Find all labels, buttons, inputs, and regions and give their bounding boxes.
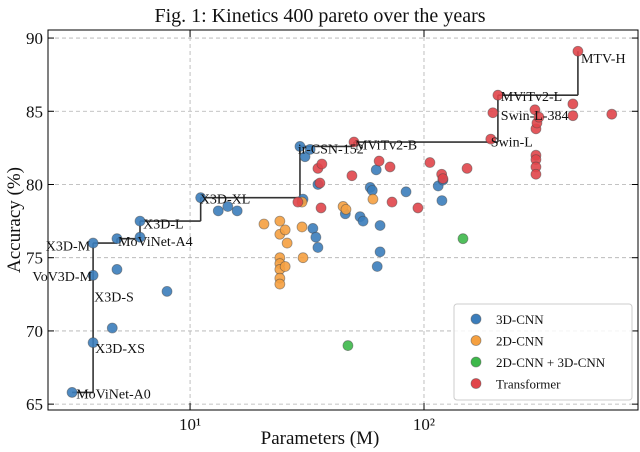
- annotation: X3D-XL: [200, 193, 251, 208]
- point: [231, 205, 243, 217]
- point: [274, 215, 286, 227]
- y-tick-label: 65: [26, 395, 43, 414]
- point: [292, 196, 304, 208]
- point: [312, 242, 324, 253]
- annotation: Swin-L-384: [501, 109, 569, 124]
- annotation: MViTv2-L: [501, 90, 562, 105]
- point: [357, 215, 369, 227]
- point: [111, 264, 123, 275]
- point: [567, 110, 579, 122]
- point: [346, 170, 358, 182]
- point: [161, 285, 173, 297]
- point: [374, 220, 386, 231]
- annotation: MTV-H: [581, 52, 626, 67]
- y-tick-label: 85: [26, 102, 43, 121]
- point: [530, 168, 542, 180]
- point: [294, 141, 306, 152]
- point: [567, 98, 579, 110]
- point: [374, 246, 386, 258]
- annotation: X3D-M: [46, 239, 91, 254]
- x-axis-label: Parameters (M): [261, 428, 380, 449]
- point: [66, 387, 78, 398]
- point: [281, 237, 293, 249]
- legend-marker: [470, 313, 482, 325]
- plot-frame: [47, 29, 639, 411]
- point: [296, 221, 308, 233]
- point: [386, 196, 398, 208]
- annotation: MViTv2-B: [355, 138, 417, 153]
- legend-marker: [470, 356, 482, 368]
- point: [348, 136, 360, 148]
- point: [316, 158, 328, 170]
- point: [457, 233, 469, 245]
- point: [572, 45, 584, 57]
- point: [412, 202, 424, 214]
- legend-marker: [470, 335, 482, 346]
- point: [314, 177, 326, 189]
- y-axis-label: Accuracy (%): [4, 167, 25, 273]
- point: [212, 205, 224, 217]
- point: [87, 237, 99, 249]
- y-tick-label: 90: [26, 29, 43, 48]
- point: [195, 192, 207, 204]
- chart-title: Fig. 1: Kinetics 400 pareto over the yea…: [154, 5, 485, 27]
- point: [111, 233, 123, 245]
- point: [400, 186, 412, 198]
- annotation: VoV3D-M: [32, 270, 92, 285]
- point: [342, 340, 354, 351]
- point: [315, 202, 327, 214]
- point: [134, 215, 146, 227]
- legend-label: 3D-CNN: [496, 312, 544, 327]
- legend-marker: [470, 378, 482, 389]
- point: [371, 261, 383, 272]
- point: [222, 201, 234, 212]
- point: [533, 111, 545, 123]
- point: [492, 89, 504, 101]
- legend-label: Transformer: [496, 377, 561, 392]
- point: [304, 143, 316, 155]
- annotation: Swin-L: [491, 135, 533, 150]
- point: [487, 107, 499, 119]
- point: [279, 224, 291, 236]
- x-tick-label: 10²: [413, 415, 435, 434]
- x-tick-label: 10¹: [179, 415, 201, 434]
- legend-label: 2D-CNN + 3D-CNN: [496, 355, 606, 370]
- y-tick-label: 70: [26, 322, 43, 341]
- annotation: MoViNet-A4: [118, 235, 193, 250]
- point: [310, 231, 322, 243]
- point: [384, 161, 396, 173]
- annotation: X3D-S: [94, 291, 134, 306]
- point: [606, 108, 618, 120]
- point: [367, 193, 379, 205]
- point: [437, 173, 449, 185]
- point: [87, 337, 99, 349]
- point: [258, 218, 270, 230]
- legend-box: [453, 303, 633, 401]
- point: [461, 162, 473, 174]
- point: [424, 157, 436, 168]
- point: [134, 231, 146, 243]
- point: [299, 151, 311, 163]
- point: [87, 269, 99, 281]
- legend-label: 2D-CNN: [496, 334, 544, 349]
- point: [436, 195, 448, 206]
- y-tick-label: 75: [26, 249, 43, 268]
- point: [340, 203, 352, 215]
- point: [485, 133, 497, 145]
- annotation: MoViNet-A0: [76, 387, 151, 402]
- point: [274, 278, 286, 290]
- point: [279, 261, 291, 272]
- point: [373, 155, 385, 167]
- point: [106, 322, 118, 334]
- y-tick-label: 80: [26, 175, 43, 194]
- point: [297, 252, 309, 264]
- annotation: ir-CSN-152: [298, 143, 364, 158]
- annotation: X3D-L: [143, 217, 183, 232]
- annotation: X3D-XS: [95, 342, 145, 357]
